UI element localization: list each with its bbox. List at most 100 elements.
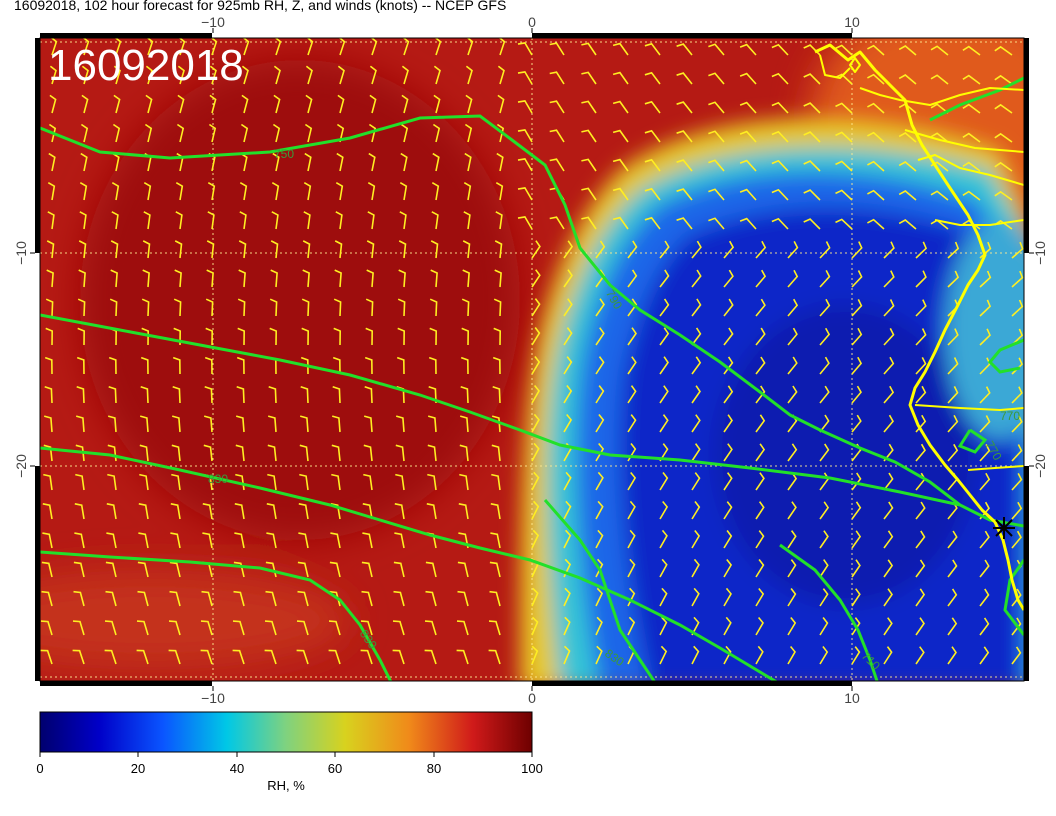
wind-barb [270,240,279,259]
wind-barb [803,73,821,85]
wind-barb [595,356,605,375]
wind-barb [883,646,893,665]
wind-barb [723,530,733,549]
wind-barb [627,356,637,375]
wind-barb [644,100,661,114]
wind-barb [142,240,151,259]
wind-barb [819,414,830,433]
wind-barb [883,241,895,259]
wind-barb [206,240,215,259]
wind-barb [517,100,533,114]
wind-barb [331,415,341,433]
wind-barb [531,269,541,288]
wind-barb [496,123,505,143]
wind-barb [72,620,85,636]
wind-barb [930,132,949,143]
wind-barb [517,129,533,143]
wind-barb [488,620,501,636]
wind-barb [915,646,925,665]
wind-barb [175,211,183,230]
wind-barb [915,559,926,578]
wind-barb [723,501,733,520]
wind-barb [723,269,734,288]
wind-barb [332,386,341,404]
wind-barb [42,532,53,549]
wind-barb [77,327,86,346]
lon-tick-label-top: 10 [844,14,860,30]
wind-barb [204,356,213,375]
wind-barb [401,65,409,85]
wind-barb [430,269,438,288]
wind-barb [45,298,54,317]
wind-barb [268,386,277,404]
wind-barb [328,620,341,636]
wind-barb [723,385,734,404]
wind-barb [50,38,58,56]
wind-barb [106,532,117,549]
wind-barb [787,501,797,520]
wind-barb [915,357,927,375]
wind-barb [851,327,863,346]
wind-barb [200,649,213,665]
wind-barb [329,590,341,607]
wind-barb [460,356,469,375]
wind-barb [488,649,501,665]
wind-barb [898,132,917,143]
wind-barb [170,532,181,549]
wind-barb [676,159,693,172]
wind-barb [264,620,277,636]
wind-barb [915,328,927,346]
wind-barb [819,443,830,462]
wind-barb [947,241,960,259]
wind-barb [306,38,314,56]
wind-barb [298,503,309,520]
wind-barb [947,270,960,288]
wind-barb [298,532,309,549]
wind-barb [42,503,53,520]
wind-barb [107,473,117,491]
wind-barb [77,298,86,317]
wind-barb [1011,415,1023,433]
wind-barb [644,71,661,85]
wind-barb [915,617,925,636]
tick-labels: −10 0 10 −10 0 10 −10 −20 −10 −20 [13,14,1048,706]
wind-barb [78,240,87,259]
wind-barb [272,123,281,143]
wind-barb [755,530,765,549]
wind-barb [489,561,501,578]
wind-barb [947,443,959,462]
wind-barb [492,356,501,375]
wind-barb [819,617,829,636]
wind-barb [45,327,54,346]
wind-barb [1011,386,1023,404]
wind-barb [433,65,441,85]
wind-barb [595,414,605,433]
wind-barb [112,123,121,143]
wind-barb [979,472,991,491]
wind-barb [368,123,377,143]
contour-line [929,76,1024,122]
wind-barb [581,42,597,56]
wind-barb [432,123,441,143]
wind-barb [771,72,789,85]
wind-barb [627,587,636,607]
wind-barb [210,38,218,56]
wind-barb [394,532,405,549]
wind-barb [43,444,53,462]
wind-barb [739,72,757,85]
wind-barb [835,102,853,114]
wind-barb [755,588,765,607]
wind-barb [240,123,249,143]
wind-barb [234,532,245,549]
wind-barb [46,269,54,288]
wind-barb [962,161,981,172]
wind-barb [708,130,725,143]
wind-barb [365,327,374,346]
wind-barb [402,38,410,56]
wind-barb [723,240,735,259]
wind-barb [563,385,573,404]
wind-barb [723,356,734,375]
wind-barb [456,620,469,636]
wind-barb [803,102,821,114]
wind-barb [994,74,1013,85]
